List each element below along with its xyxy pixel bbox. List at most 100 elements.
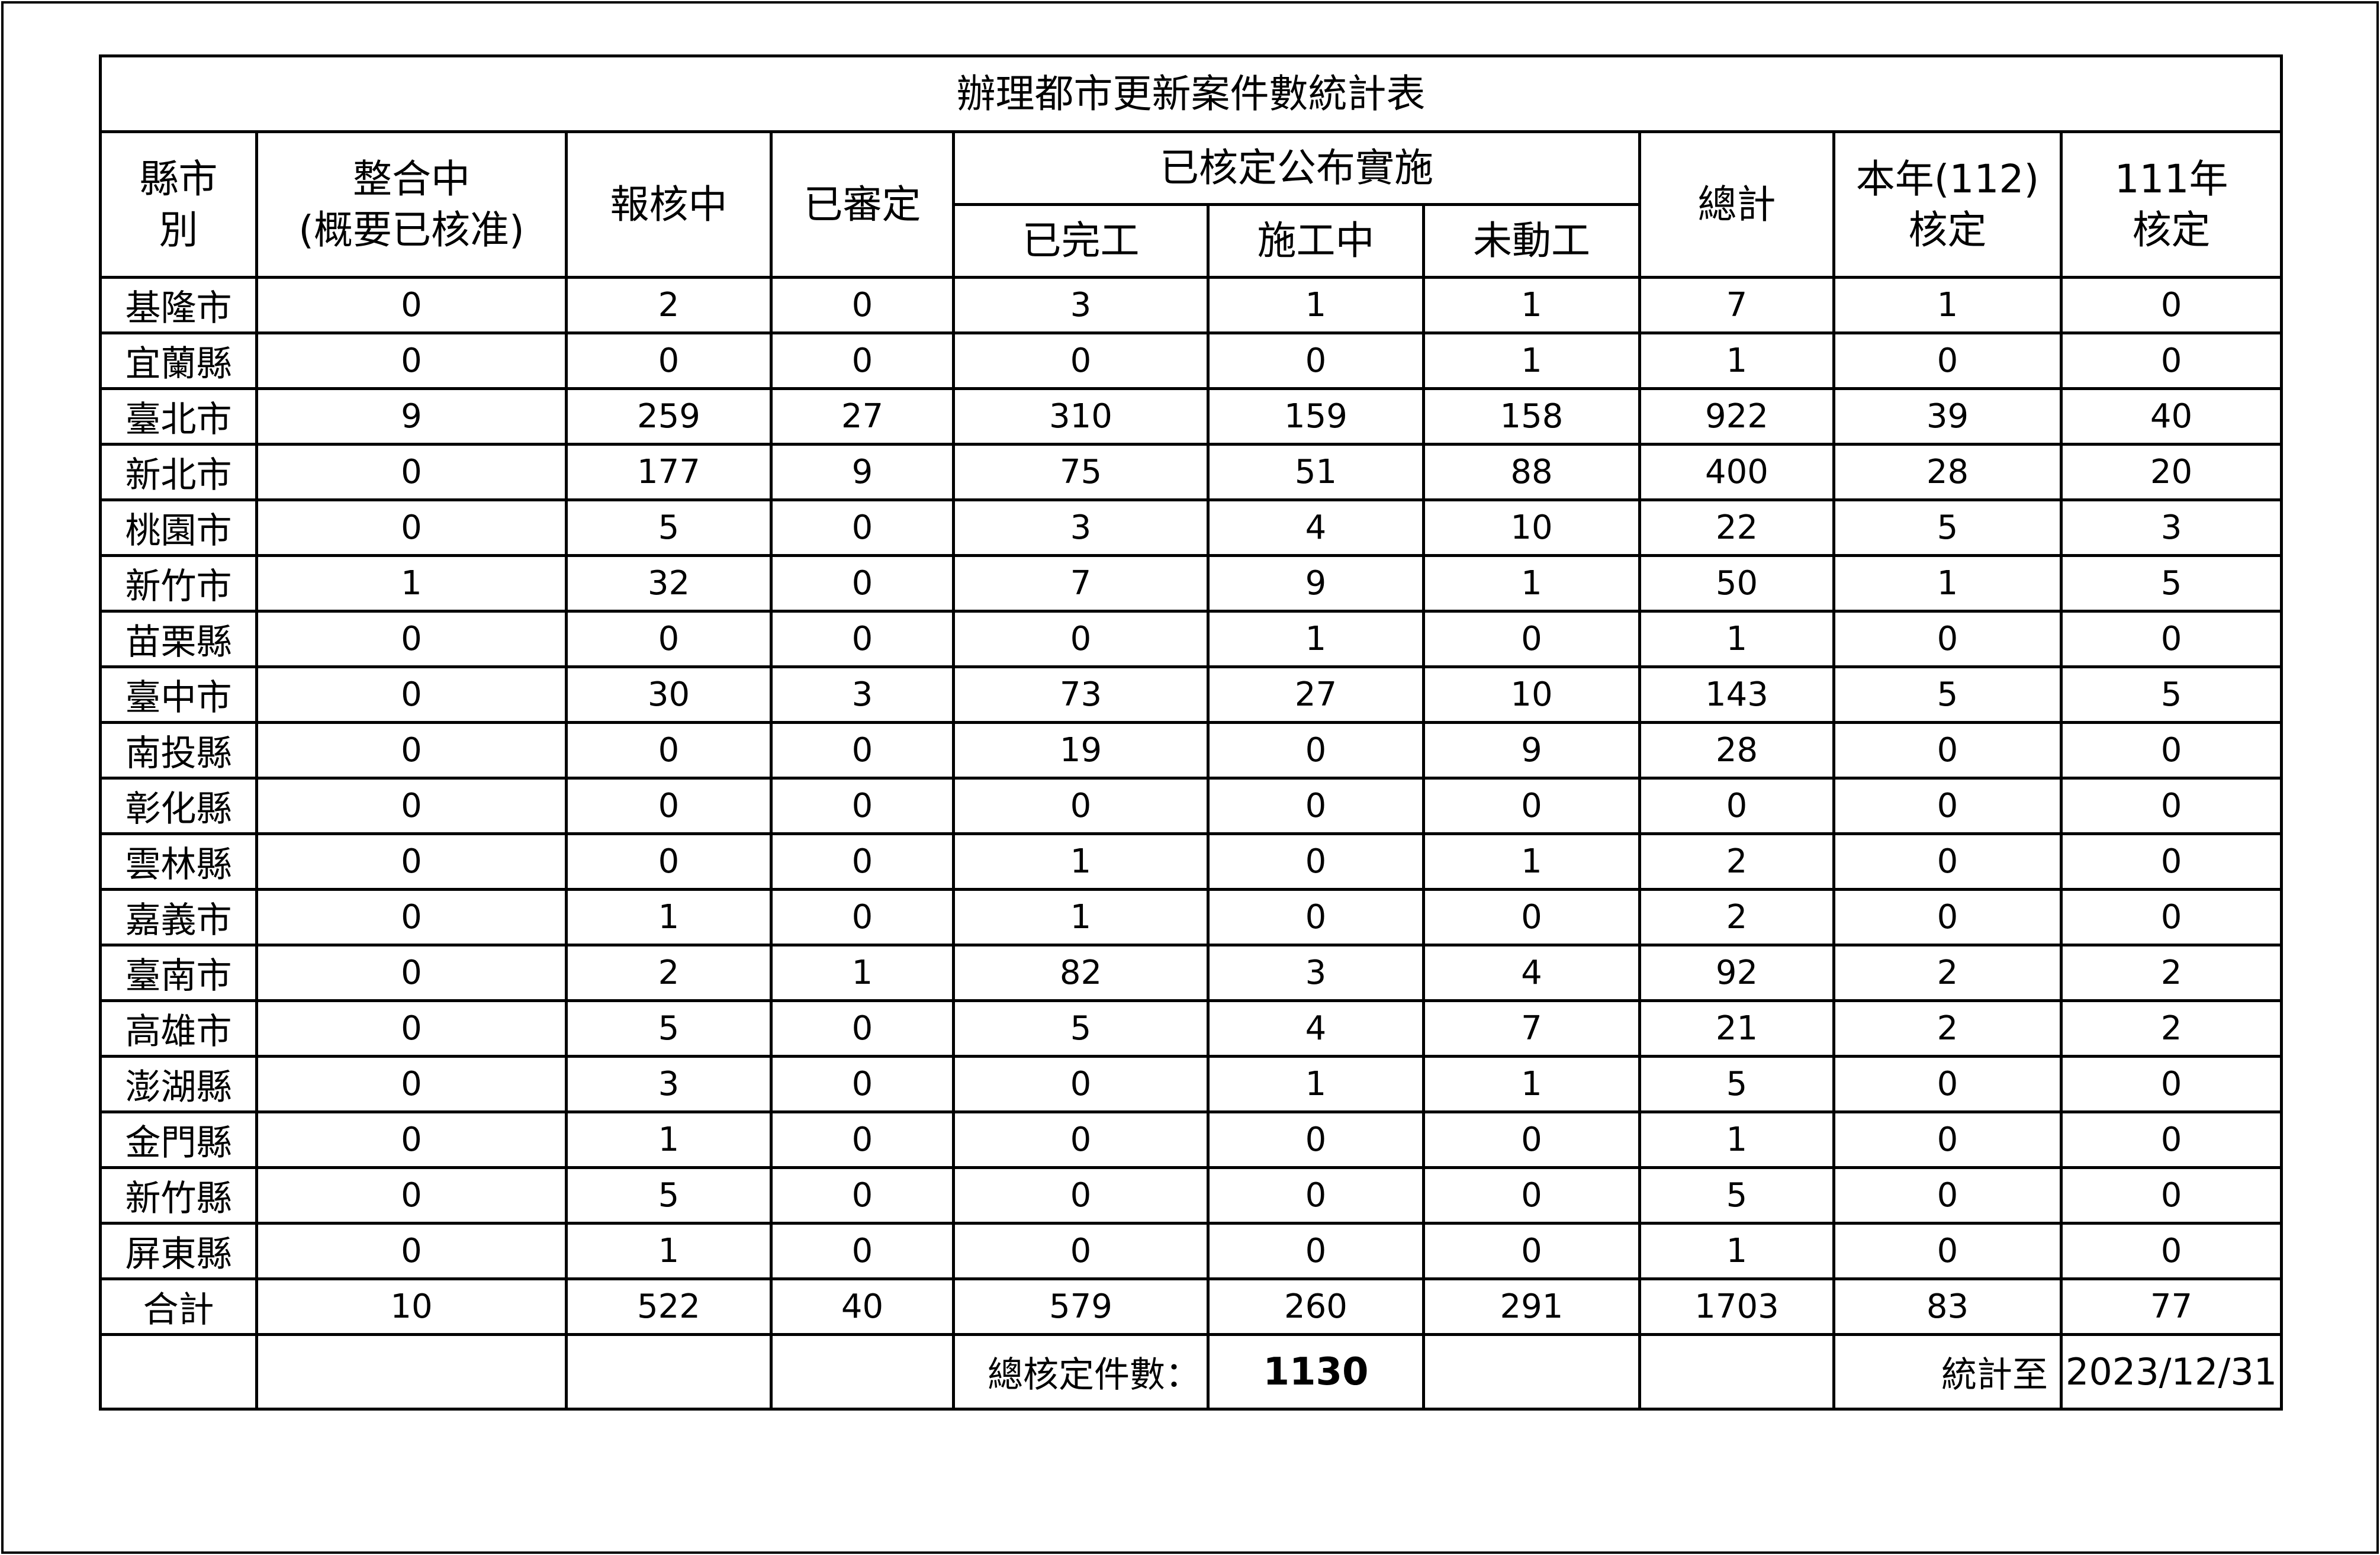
value-cell: 0 <box>255 498 568 557</box>
value-cell: 0 <box>565 832 773 891</box>
value-cell: 5 <box>2059 665 2283 724</box>
value-cell: 0 <box>1422 1166 1641 1225</box>
value-cell: 1 <box>1832 276 2063 334</box>
value-cell: 0 <box>770 1110 955 1169</box>
value-cell: 0 <box>255 944 568 1002</box>
table-title: 辦理都市更新案件數統計表 <box>98 54 2283 133</box>
value-cell: 922 <box>1638 387 1835 446</box>
header-reviewed: 已審定 <box>770 130 955 279</box>
value-cell: 0 <box>255 1222 568 1280</box>
value-cell: 0 <box>2059 331 2283 390</box>
value-cell: 143 <box>1638 665 1835 724</box>
header-this-year: 本年(112) 核定 <box>1832 130 2063 279</box>
value-cell: 75 <box>952 443 1210 501</box>
total-approved-label: 總核定件數： <box>952 1333 1210 1411</box>
value-cell: 0 <box>1832 1222 2063 1280</box>
value-cell: 73 <box>952 665 1210 724</box>
table-row: 桃園市 0 5 0 3 4 10 22 5 3 <box>99 498 2283 557</box>
value-cell: 3 <box>952 276 1210 334</box>
value-cell: 0 <box>255 999 568 1058</box>
value-cell: 5 <box>1832 498 2063 557</box>
value-cell: 3 <box>1207 944 1425 1002</box>
value-cell: 1 <box>1638 331 1835 390</box>
value-cell: 0 <box>770 888 955 946</box>
value-cell: 1 <box>1207 610 1425 668</box>
value-cell: 522 <box>565 1277 773 1336</box>
table-row: 嘉義市 0 1 0 1 0 0 2 0 0 <box>99 888 2283 946</box>
table-row: 新竹市 1 32 0 7 9 1 50 1 5 <box>99 554 2283 613</box>
header-integrating: 整合中 (概要已核准) <box>255 130 568 279</box>
value-cell: 4 <box>1207 999 1425 1058</box>
footer-empty-cell <box>1422 1333 1641 1411</box>
table-row: 澎湖縣 0 3 0 0 1 1 5 0 0 <box>99 1055 2283 1113</box>
table-row: 苗栗縣 0 0 0 0 1 0 1 0 0 <box>99 610 2283 668</box>
value-cell: 21 <box>1638 999 1835 1058</box>
county-cell: 澎湖縣 <box>99 1055 258 1113</box>
value-cell: 1 <box>565 888 773 946</box>
footer-empty-cell <box>565 1333 773 1411</box>
value-cell: 1 <box>1207 1055 1425 1113</box>
value-cell: 1 <box>565 1222 773 1280</box>
value-cell: 2 <box>565 276 773 334</box>
value-cell: 0 <box>770 1055 955 1113</box>
value-cell: 0 <box>565 331 773 390</box>
county-cell: 臺中市 <box>99 665 258 724</box>
table-row: 彰化縣 0 0 0 0 0 0 0 0 0 <box>99 777 2283 835</box>
value-cell: 5 <box>565 1166 773 1225</box>
value-cell: 0 <box>2059 276 2283 334</box>
county-cell: 苗栗縣 <box>99 610 258 668</box>
value-cell: 0 <box>1207 777 1425 835</box>
value-cell: 0 <box>770 554 955 613</box>
value-cell: 0 <box>1832 777 2063 835</box>
value-cell: 0 <box>952 1222 1210 1280</box>
table-row: 雲林縣 0 0 0 1 0 1 2 0 0 <box>99 832 2283 891</box>
value-cell: 260 <box>1207 1277 1425 1336</box>
value-cell: 20 <box>2059 443 2283 501</box>
table-row: 金門縣 0 1 0 0 0 0 1 0 0 <box>99 1110 2283 1169</box>
value-cell: 0 <box>952 610 1210 668</box>
value-cell: 1 <box>1638 1222 1835 1280</box>
value-cell: 4 <box>1422 944 1641 1002</box>
value-cell: 7 <box>1638 276 1835 334</box>
value-cell: 4 <box>1207 498 1425 557</box>
value-cell: 5 <box>565 999 773 1058</box>
value-cell: 158 <box>1422 387 1641 446</box>
value-cell: 579 <box>952 1277 1210 1336</box>
header-total: 總計 <box>1638 130 1835 279</box>
value-cell: 1 <box>1422 331 1641 390</box>
value-cell: 5 <box>1638 1166 1835 1225</box>
table-row: 高雄市 0 5 0 5 4 7 21 2 2 <box>99 999 2283 1058</box>
footer-empty-cell <box>770 1333 955 1411</box>
value-cell: 0 <box>255 1055 568 1113</box>
value-cell: 0 <box>770 999 955 1058</box>
county-cell: 基隆市 <box>99 276 258 334</box>
header-completed: 已完工 <box>952 203 1210 279</box>
value-cell: 0 <box>770 610 955 668</box>
value-cell: 3 <box>770 665 955 724</box>
table-row: 臺南市 0 2 1 82 3 4 92 2 2 <box>99 944 2283 1002</box>
value-cell: 0 <box>952 1166 1210 1225</box>
value-cell: 0 <box>1832 331 2063 390</box>
value-cell: 0 <box>1832 721 2063 780</box>
value-cell: 0 <box>255 331 568 390</box>
value-cell: 28 <box>1638 721 1835 780</box>
value-cell: 1 <box>952 888 1210 946</box>
value-cell: 0 <box>770 498 955 557</box>
value-cell: 0 <box>952 1110 1210 1169</box>
value-cell: 1 <box>565 1110 773 1169</box>
value-cell: 1 <box>952 832 1210 891</box>
value-cell: 259 <box>565 387 773 446</box>
county-cell: 金門縣 <box>99 1110 258 1169</box>
value-cell: 1 <box>1422 276 1641 334</box>
value-cell: 19 <box>952 721 1210 780</box>
value-cell: 0 <box>255 1110 568 1169</box>
value-cell: 27 <box>770 387 955 446</box>
value-cell: 0 <box>2059 721 2283 780</box>
footer-empty-cell <box>99 1333 258 1411</box>
county-cell: 新竹市 <box>99 554 258 613</box>
value-cell: 0 <box>770 721 955 780</box>
value-cell: 0 <box>565 610 773 668</box>
value-cell: 0 <box>2059 777 2283 835</box>
value-cell: 0 <box>1207 1166 1425 1225</box>
